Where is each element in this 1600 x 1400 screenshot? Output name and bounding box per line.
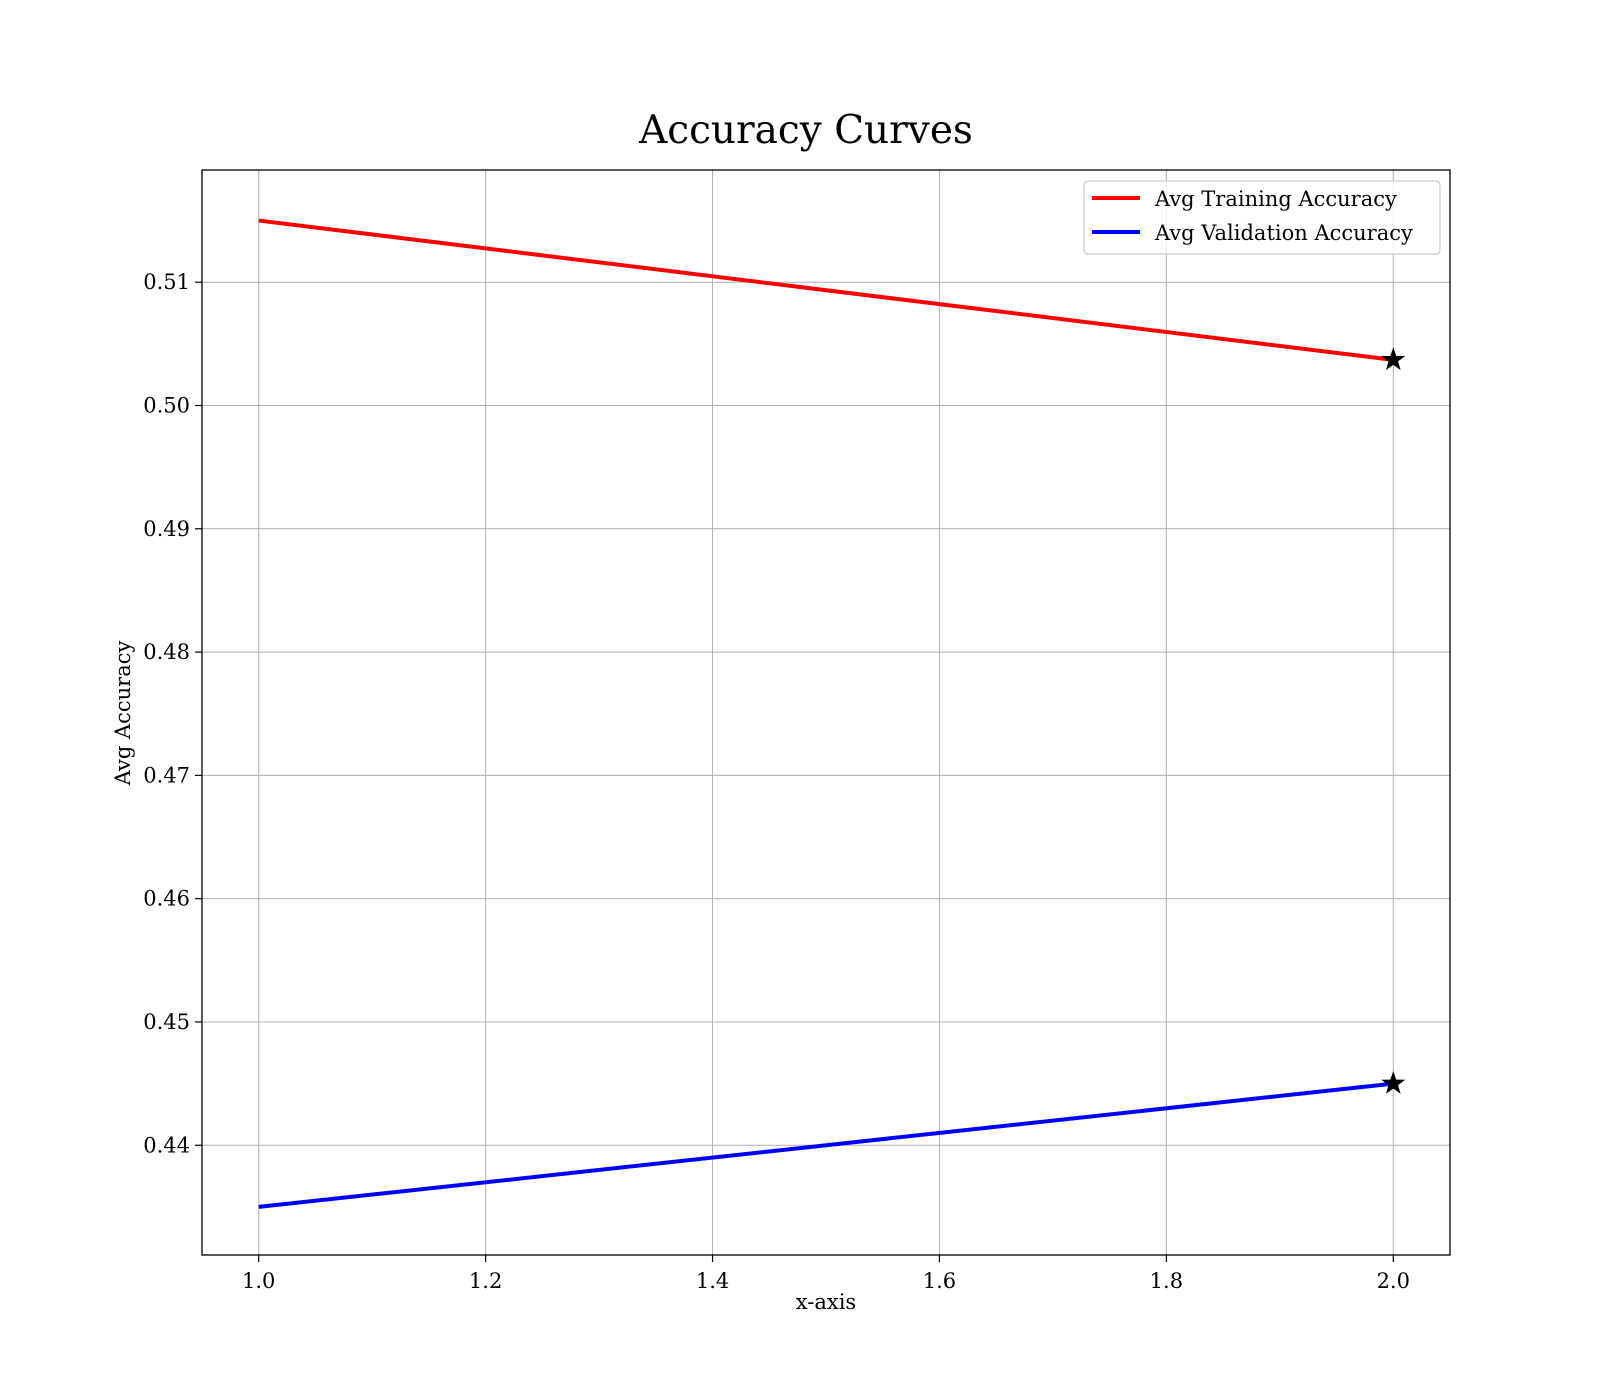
grid [202,170,1450,1255]
y-tick-label: 0.44 [143,1133,190,1157]
chart-title: Accuracy Curves [638,108,973,153]
x-tick-label: 2.0 [1377,1269,1410,1293]
star-marker-1 [1381,1071,1406,1094]
series-line-0 [258,218,1394,362]
series-markers [1381,347,1406,1094]
legend-label-training: Avg Training Accuracy [1154,187,1397,211]
x-tick-label: 1.6 [923,1269,956,1293]
x-axis-ticks: 1.0 1.2 1.4 1.6 1.8 2.0 [242,1255,1410,1293]
series-line-1 [258,1081,1394,1209]
y-tick-label: 0.47 [143,763,190,787]
star-marker-0 [1381,347,1406,371]
y-tick-label: 0.45 [143,1010,190,1034]
y-tick-label: 0.46 [143,887,190,911]
x-tick-label: 1.2 [469,1269,502,1293]
x-tick-label: 1.4 [696,1269,729,1293]
x-axis-label: x-axis [796,1290,856,1314]
y-tick-label: 0.49 [143,517,190,541]
y-axis-ticks: 0.44 0.45 0.46 0.47 0.48 0.49 0.50 0.51 [143,270,202,1157]
x-tick-label: 1.0 [242,1269,275,1293]
y-tick-label: 0.48 [143,640,190,664]
y-axis-label: Avg Accuracy [111,641,135,787]
x-tick-label: 1.8 [1150,1269,1183,1293]
series-lines [258,218,1394,1209]
y-tick-label: 0.50 [143,393,190,417]
y-tick-label: 0.51 [143,270,190,294]
legend-label-validation: Avg Validation Accuracy [1154,221,1413,245]
legend: Avg Training Accuracy Avg Validation Acc… [1083,180,1441,255]
legend-box [1083,180,1441,255]
plot-frame [201,169,1451,1256]
